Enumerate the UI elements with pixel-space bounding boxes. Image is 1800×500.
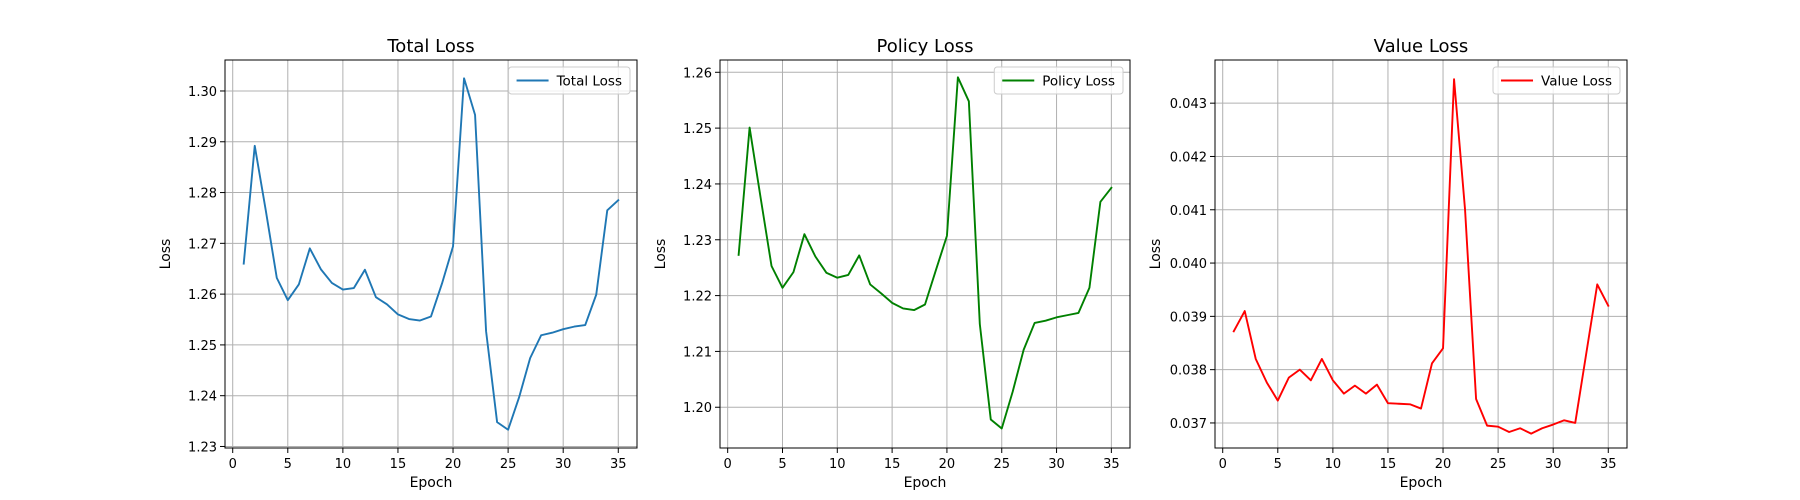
y-tick-label: 0.038 [1170, 364, 1207, 379]
y-axis-label: Loss [653, 239, 669, 270]
y-tick-label: 1.25 [188, 339, 217, 354]
x-tick-label: 10 [829, 457, 846, 472]
x-tick-label: 0 [724, 457, 732, 472]
y-tick-label: 0.039 [1170, 310, 1207, 325]
x-tick-label: 0 [229, 457, 237, 472]
legend-label: Total Loss [556, 74, 622, 90]
x-tick-label: 15 [390, 457, 407, 472]
y-tick-label: 0.041 [1170, 204, 1207, 219]
y-tick-label: 1.27 [188, 237, 217, 252]
y-tick-label: 1.20 [683, 401, 712, 416]
chart-value-loss: 0 5 10 15 20 25 30 35 0.037 0.038 0.039 0.040 0.041 0… [1148, 36, 1628, 491]
x-tick-label: 15 [884, 457, 901, 472]
y-tick-label: 1.21 [683, 345, 712, 360]
y-tick-label: 1.29 [188, 136, 217, 151]
axes-frame [719, 59, 1131, 449]
y-tick-label: 0.040 [1170, 257, 1207, 272]
x-tick-label: 20 [1435, 457, 1452, 472]
y-tick-label: 1.30 [188, 85, 217, 100]
y-tick-label: 1.24 [683, 178, 712, 193]
y-axis-label: Loss [1148, 239, 1164, 270]
legend-label: Policy Loss [1042, 74, 1115, 90]
y-tick-label: 1.22 [683, 290, 712, 305]
x-tick-label: 5 [1274, 457, 1282, 472]
y-axis-label: Loss [158, 239, 174, 270]
x-tick-label: 35 [1600, 457, 1617, 472]
y-tick-label: 0.037 [1170, 417, 1207, 432]
y-tick-label: 0.043 [1170, 97, 1207, 112]
x-tick-label: 25 [993, 457, 1010, 472]
y-tick-label: 0.042 [1170, 150, 1207, 165]
series-line-value-loss [1232, 78, 1610, 435]
x-tick-label: 10 [335, 457, 352, 472]
x-tick-label: 30 [1545, 457, 1562, 472]
chart-total-loss: 0 5 10 15 20 25 30 35 1.23 1.24 1.25 1.26 1.27 1.28 1.… [158, 36, 638, 491]
x-tick-label: 0 [1219, 457, 1227, 472]
y-tick-label: 1.24 [188, 390, 217, 405]
x-tick-label: 25 [1490, 457, 1507, 472]
axes-frame [1214, 59, 1628, 449]
legend-box [508, 66, 631, 95]
x-tick-label: 20 [445, 457, 462, 472]
plot-area [1215, 60, 1627, 448]
x-tick-label: 35 [1103, 457, 1120, 472]
series-line-total-loss [242, 77, 620, 431]
chart-title: Total Loss [386, 36, 474, 57]
x-axis-label: Epoch [410, 475, 453, 491]
x-tick-label: 25 [500, 457, 517, 472]
legend: Total Loss [508, 66, 631, 95]
y-tick-label: 1.28 [188, 187, 217, 202]
x-axis-label: Epoch [904, 475, 947, 491]
plot-area [225, 60, 637, 448]
chart-title: Policy Loss [877, 36, 974, 57]
x-tick-label: 10 [1325, 457, 1342, 472]
legend: Value Loss [1492, 66, 1621, 95]
legend: Policy Loss [993, 66, 1124, 95]
legend-label: Value Loss [1541, 74, 1612, 90]
plot-area [720, 60, 1130, 448]
y-tick-label: 1.23 [683, 234, 712, 249]
x-tick-label: 20 [939, 457, 956, 472]
y-tick-label: 1.26 [188, 288, 217, 303]
legend-box [1492, 66, 1621, 95]
series-line-policy-loss [737, 76, 1113, 430]
chart-title: Value Loss [1374, 36, 1469, 57]
x-tick-label: 5 [778, 457, 786, 472]
legend-box [993, 66, 1124, 95]
axes-frame [224, 59, 638, 449]
x-tick-label: 30 [555, 457, 572, 472]
x-tick-label: 5 [284, 457, 292, 472]
y-tick-label: 1.26 [683, 66, 712, 81]
chart-policy-loss: 0 5 10 15 20 25 30 35 1.20 1.21 1.22 1.23 1.24 1.25 1.… [653, 36, 1131, 491]
x-tick-label: 35 [610, 457, 627, 472]
x-tick-label: 15 [1380, 457, 1397, 472]
x-axis-label: Epoch [1400, 475, 1443, 491]
x-tick-label: 30 [1048, 457, 1065, 472]
y-tick-label: 1.23 [188, 440, 217, 455]
y-tick-label: 1.25 [683, 122, 712, 137]
